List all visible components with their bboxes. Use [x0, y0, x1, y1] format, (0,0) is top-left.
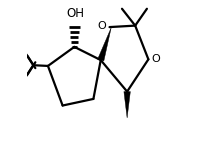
Polygon shape	[98, 28, 111, 61]
Text: O: O	[97, 21, 106, 31]
Text: O: O	[152, 54, 160, 64]
Text: OH: OH	[66, 7, 84, 20]
Polygon shape	[124, 92, 130, 118]
